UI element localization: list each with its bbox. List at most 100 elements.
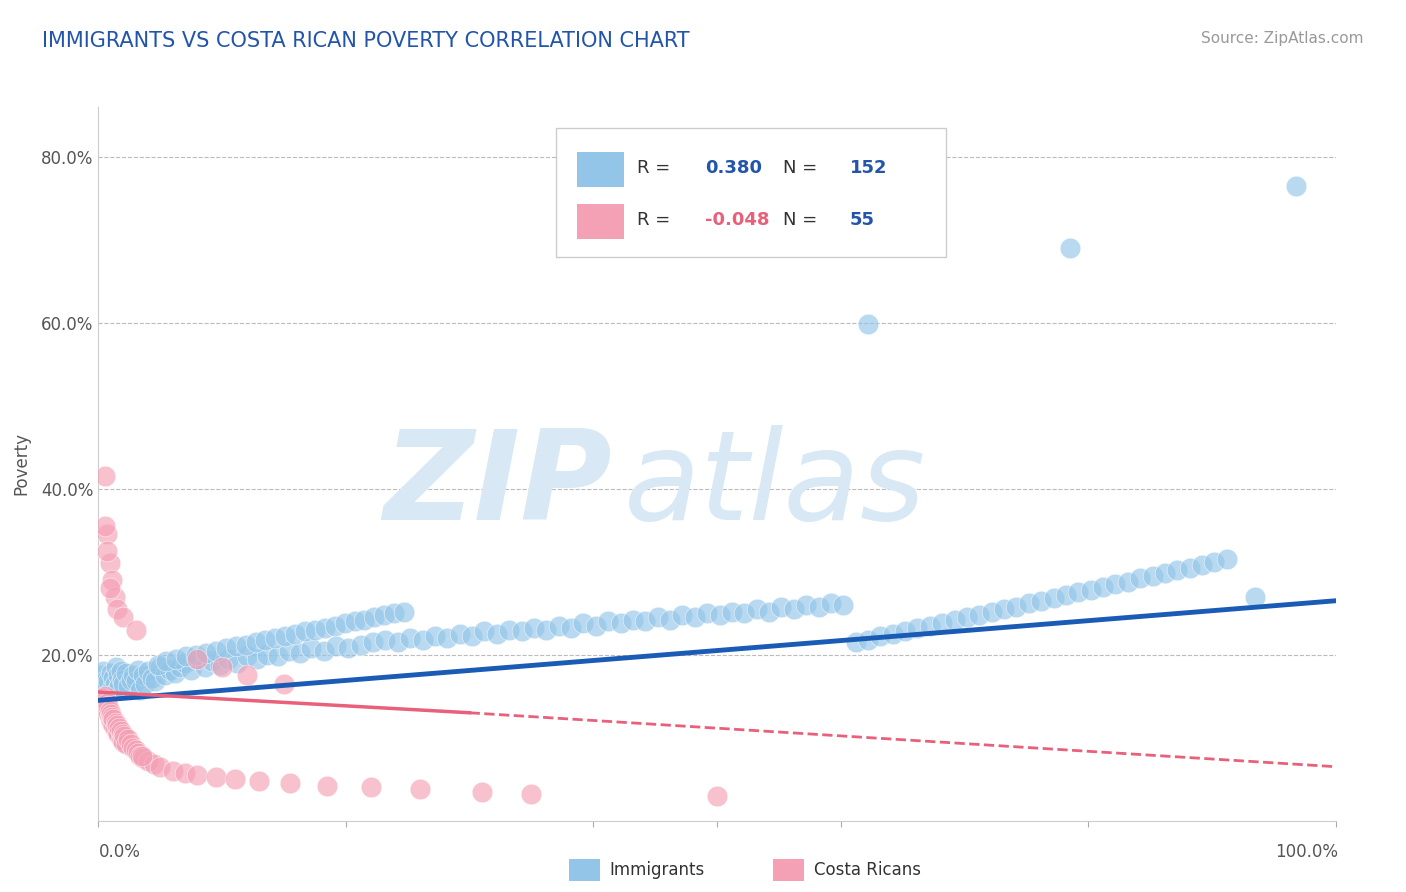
Point xyxy=(647,610,669,624)
Point xyxy=(224,772,246,786)
Point xyxy=(194,660,217,674)
Point xyxy=(112,610,135,624)
Point xyxy=(246,652,269,666)
Text: 100.0%: 100.0% xyxy=(1275,843,1339,861)
Text: ZIP: ZIP xyxy=(384,425,612,546)
Point xyxy=(598,615,620,629)
FancyBboxPatch shape xyxy=(578,153,624,186)
Point xyxy=(122,740,145,755)
Text: Source: ZipAtlas.com: Source: ZipAtlas.com xyxy=(1201,31,1364,46)
Text: 55: 55 xyxy=(849,211,875,229)
Point xyxy=(105,682,128,697)
Point xyxy=(90,668,112,682)
Point xyxy=(112,726,135,740)
Point xyxy=(110,665,132,679)
Text: Costa Ricans: Costa Ricans xyxy=(814,861,921,879)
Point xyxy=(361,635,384,649)
Point xyxy=(312,643,335,657)
Point xyxy=(284,627,307,641)
Point xyxy=(560,621,582,635)
Point xyxy=(93,689,115,703)
Point xyxy=(205,643,228,657)
Point xyxy=(132,751,155,765)
Point xyxy=(485,627,508,641)
Point xyxy=(333,616,356,631)
Point xyxy=(180,663,202,677)
Point xyxy=(101,710,124,724)
Point xyxy=(93,519,115,533)
Point xyxy=(399,631,422,645)
Point xyxy=(174,656,197,670)
Point xyxy=(134,677,156,691)
Point xyxy=(1092,580,1115,594)
Point xyxy=(783,602,806,616)
Point xyxy=(162,764,184,778)
Point xyxy=(103,713,125,727)
Point xyxy=(245,635,267,649)
Point xyxy=(105,718,128,732)
Point xyxy=(205,771,228,785)
Point xyxy=(471,784,494,798)
Point xyxy=(174,765,197,780)
Point xyxy=(267,649,290,664)
Point xyxy=(820,596,842,610)
Point xyxy=(174,649,197,664)
Point xyxy=(93,469,115,483)
Point xyxy=(129,682,152,697)
Point xyxy=(299,641,322,656)
Point xyxy=(621,613,644,627)
Point xyxy=(104,715,127,730)
Point xyxy=(93,696,115,710)
Point xyxy=(856,632,879,647)
Point xyxy=(201,654,224,668)
Text: N =: N = xyxy=(783,211,823,229)
Point xyxy=(98,704,121,718)
Point xyxy=(709,607,731,622)
Point xyxy=(111,732,134,747)
Point xyxy=(733,606,755,620)
Text: R =: R = xyxy=(637,159,676,177)
Point xyxy=(100,714,122,728)
Point xyxy=(585,618,607,632)
Text: IMMIGRANTS VS COSTA RICAN POVERTY CORRELATION CHART: IMMIGRANTS VS COSTA RICAN POVERTY CORREL… xyxy=(42,31,690,51)
Point xyxy=(360,780,382,795)
FancyBboxPatch shape xyxy=(568,859,599,880)
Point xyxy=(155,668,177,682)
Point xyxy=(94,673,117,687)
Point xyxy=(127,663,149,677)
Point xyxy=(498,623,520,637)
Point xyxy=(683,610,706,624)
Point xyxy=(1005,599,1028,614)
Point xyxy=(105,724,128,739)
Point xyxy=(474,624,496,639)
Y-axis label: Poverty: Poverty xyxy=(11,433,30,495)
Point xyxy=(520,787,543,801)
Point xyxy=(235,638,257,652)
Point xyxy=(114,737,136,751)
Point xyxy=(1059,241,1081,255)
Point xyxy=(510,624,533,639)
Point xyxy=(845,635,868,649)
Point xyxy=(94,699,117,714)
Point xyxy=(943,613,966,627)
Point xyxy=(111,673,134,687)
Point xyxy=(146,657,169,672)
Point xyxy=(103,718,125,732)
Point xyxy=(101,681,124,695)
Point xyxy=(536,623,558,637)
Point xyxy=(314,621,336,635)
Point xyxy=(343,615,366,629)
Point xyxy=(1204,555,1226,569)
Point xyxy=(1129,571,1152,585)
Point xyxy=(894,624,917,639)
Point xyxy=(325,640,347,654)
Point xyxy=(110,731,132,745)
Point xyxy=(274,629,297,643)
Point xyxy=(103,677,125,691)
Text: -0.048: -0.048 xyxy=(704,211,769,229)
Point xyxy=(256,648,278,662)
Point xyxy=(907,621,929,635)
Point xyxy=(112,735,135,749)
Point xyxy=(706,789,728,803)
Point xyxy=(96,696,118,710)
